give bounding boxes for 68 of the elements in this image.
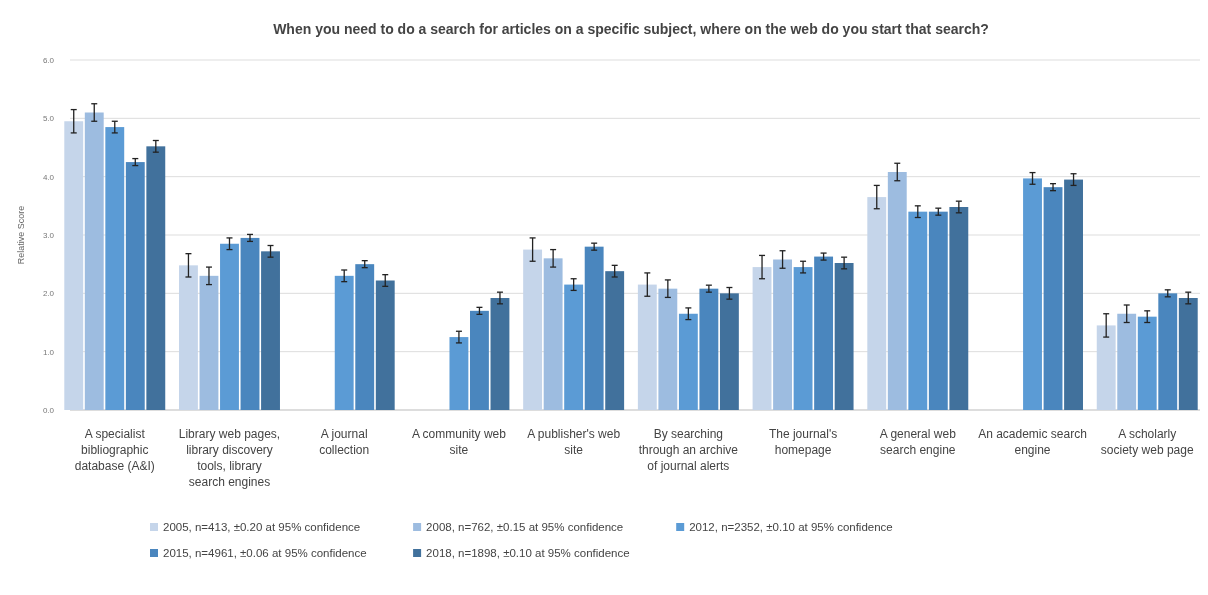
bar	[814, 256, 834, 410]
y-tick-label: 1.0	[42, 347, 55, 357]
bar	[949, 207, 969, 410]
bar	[375, 280, 395, 410]
bar	[220, 243, 239, 410]
bar	[867, 197, 887, 410]
chart-title: When you need to do a search for articles on a specific subject, where on the web do you start that search?	[273, 21, 989, 37]
bar	[678, 313, 698, 410]
bar	[584, 246, 604, 410]
bar	[887, 172, 907, 410]
x-tick-label: A publisher's web site	[527, 427, 621, 457]
legend-label: 2008, n=762, ±0.15 at 95% confidence	[426, 521, 624, 533]
x-tick-label: A general web search engine	[879, 427, 957, 457]
bar	[719, 293, 739, 410]
bar	[240, 237, 260, 410]
bar	[1158, 293, 1178, 410]
bar	[1096, 325, 1116, 410]
bar	[105, 127, 125, 410]
bar	[637, 284, 657, 410]
y-tick-label: 3.0	[42, 231, 55, 240]
bar	[773, 259, 792, 410]
bar	[84, 112, 104, 410]
bar	[334, 275, 354, 410]
bar	[125, 162, 145, 410]
bar	[658, 288, 678, 410]
x-tick-label: An academic search engine	[978, 427, 1087, 457]
bar	[1178, 298, 1198, 410]
bar	[1023, 178, 1042, 410]
bar	[470, 310, 489, 410]
x-tick-label: A scholarly society web page	[1100, 427, 1194, 457]
legend-label: 2012, n=2352, ±0.10 at 95% confidence	[689, 521, 893, 533]
bar	[146, 146, 166, 410]
y-tick-label: 4.0	[42, 172, 55, 182]
y-tick-label: 2.0	[42, 289, 55, 299]
y-tick-label: 0.0	[42, 406, 55, 415]
bar	[928, 211, 948, 410]
bar	[543, 258, 563, 410]
bar	[908, 211, 928, 410]
bar	[64, 121, 84, 410]
y-tick-label: 5.0	[42, 114, 55, 124]
x-tick-label: The journal's homepage	[768, 427, 838, 457]
bar	[490, 298, 510, 410]
x-tick-label: A journal collection	[319, 427, 370, 457]
bar	[834, 263, 854, 410]
bar	[699, 288, 719, 410]
legend-label: 2005, n=413, ±0.20 at 95% confidence	[163, 521, 361, 533]
legend-label: 2018, n=1898, ±0.10 at 95% confidence	[426, 547, 630, 559]
bar	[1137, 316, 1157, 410]
bar	[199, 275, 219, 410]
bar	[1117, 313, 1137, 410]
legend-label: 2015, n=4961, ±0.06 at 95% confidence	[163, 547, 367, 559]
bar	[752, 267, 772, 410]
bar	[1064, 179, 1083, 410]
bar	[523, 249, 543, 410]
x-tick-label: Library web pages, library discovery tools, library search engines	[178, 427, 281, 489]
bar	[793, 267, 813, 410]
x-tick-label: A community web site	[411, 427, 507, 457]
y-axis-title: Relative Score	[16, 205, 26, 265]
bar	[179, 265, 198, 410]
bar	[261, 251, 280, 410]
bar	[1043, 187, 1063, 410]
x-tick-label: By searching through an archive of journal alerts	[638, 427, 739, 473]
bar	[605, 271, 625, 410]
bar	[564, 284, 584, 410]
bar	[355, 264, 375, 410]
y-tick-label: 6.0	[42, 56, 55, 65]
x-tick-label: A specialist bibliographic database (A&I)	[74, 427, 155, 473]
bar	[449, 337, 469, 410]
